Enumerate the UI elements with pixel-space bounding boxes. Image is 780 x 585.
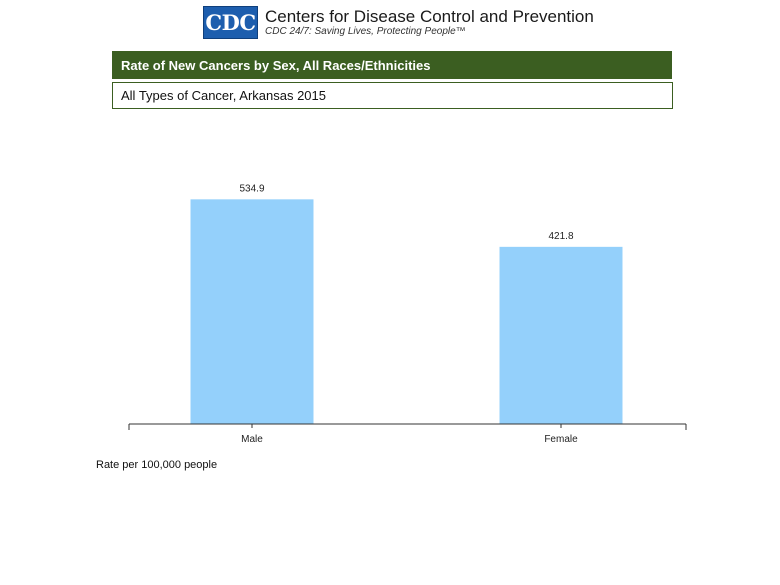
y-axis-label: Rate per 100,000 people: [96, 459, 218, 471]
bar-male: [190, 199, 314, 424]
labels-group: 534.9 Male 421.8 Female: [239, 183, 578, 445]
data-label-male: 534.9: [239, 183, 264, 194]
bar-female: [499, 246, 623, 424]
org-name: Centers for Disease Control and Preventi…: [265, 6, 594, 26]
chart-title: Rate of New Cancers by Sex, All Races/Et…: [121, 57, 431, 73]
cdc-header: CDC Centers for Disease Control and Prev…: [203, 4, 594, 40]
cdc-logo: CDC: [203, 5, 258, 39]
category-label-male: Male: [241, 434, 263, 445]
category-label-female: Female: [544, 434, 578, 445]
data-label-female: 421.8: [548, 231, 573, 242]
bars-group: [190, 199, 623, 424]
chart-title-bar: Rate of New Cancers by Sex, All Races/Et…: [112, 51, 672, 79]
chart-subtitle: All Types of Cancer, Arkansas 2015: [121, 88, 326, 103]
chart-subtitle-box: All Types of Cancer, Arkansas 2015: [112, 82, 673, 109]
cdc-logo-text: CDC: [205, 9, 256, 35]
org-tagline: CDC 24/7: Saving Lives, Protecting Peopl…: [265, 25, 466, 37]
org-block: Centers for Disease Control and Preventi…: [265, 8, 594, 37]
